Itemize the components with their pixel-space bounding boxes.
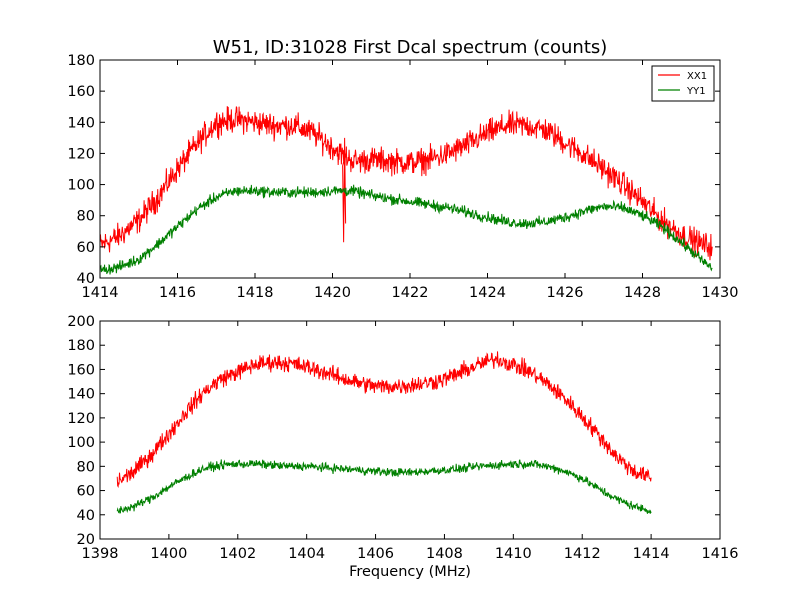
legend-box [651, 65, 715, 102]
y-tick-label: 80 [77, 459, 95, 475]
y-tick-label: 20 [77, 532, 95, 548]
series-line-yy1 [99, 184, 713, 275]
x-tick-label: 1398 [82, 546, 119, 562]
x-tick-label: 1416 [159, 285, 196, 301]
x-tick-label: 1404 [288, 546, 325, 562]
y-tick-label: 200 [67, 314, 95, 330]
x-tick-label: 1428 [624, 285, 661, 301]
plot-frame [99, 320, 721, 540]
y-tick-label: 120 [67, 411, 95, 427]
y-tick-label: 60 [77, 484, 95, 500]
y-tick-label: 180 [67, 53, 95, 69]
x-tick-label: 1422 [392, 285, 429, 301]
y-tick-label: 100 [67, 178, 95, 194]
y-tick-label: 40 [77, 271, 95, 287]
x-tick-label: 1414 [82, 285, 119, 301]
x-tick-label: 1410 [495, 546, 532, 562]
x-tick-label: 1408 [426, 546, 463, 562]
x-tick-label: 1406 [357, 546, 394, 562]
x-tick-label: 1416 [702, 546, 739, 562]
x-axis-label: Frequency (MHz) [349, 564, 471, 580]
x-tick-label: 1402 [219, 546, 256, 562]
legend-label-xx1: XX1 [687, 71, 707, 82]
y-tick-label: 120 [67, 146, 95, 162]
series-line-xx1 [116, 351, 652, 489]
series-line-xx1 [99, 106, 713, 261]
x-tick-label: 1400 [150, 546, 187, 562]
y-tick-label: 40 [77, 508, 95, 524]
y-tick-label: 160 [67, 84, 95, 100]
x-tick-label: 1420 [314, 285, 351, 301]
x-tick-label: 1418 [237, 285, 274, 301]
x-tick-label: 1414 [633, 546, 670, 562]
y-tick-label: 140 [67, 115, 95, 131]
series-line-yy1 [116, 459, 652, 514]
figure-title: W51, ID:31028 First Dcal spectrum (count… [213, 37, 608, 58]
y-tick-label: 100 [67, 435, 95, 451]
x-tick-label: 1412 [564, 546, 601, 562]
x-tick-label: 1430 [702, 285, 739, 301]
y-tick-label: 60 [77, 240, 95, 256]
y-tick-label: 160 [67, 362, 95, 378]
top-spectrum-plot: 1414 1416 1418 1420 1422 1424 1426 1428 1430 40 60… [67, 53, 738, 301]
legend-label-yy1: YY1 [686, 86, 706, 97]
y-tick-label: 180 [67, 338, 95, 354]
x-tick-label: 1426 [547, 285, 584, 301]
y-tick-label: 80 [77, 209, 95, 225]
y-tick-label: 140 [67, 387, 95, 403]
x-tick-label: 1424 [469, 285, 506, 301]
bottom-spectrum-plot: 1398 1400 1402 1404 1406 1408 1410 1412 1414 1416… [67, 314, 738, 580]
